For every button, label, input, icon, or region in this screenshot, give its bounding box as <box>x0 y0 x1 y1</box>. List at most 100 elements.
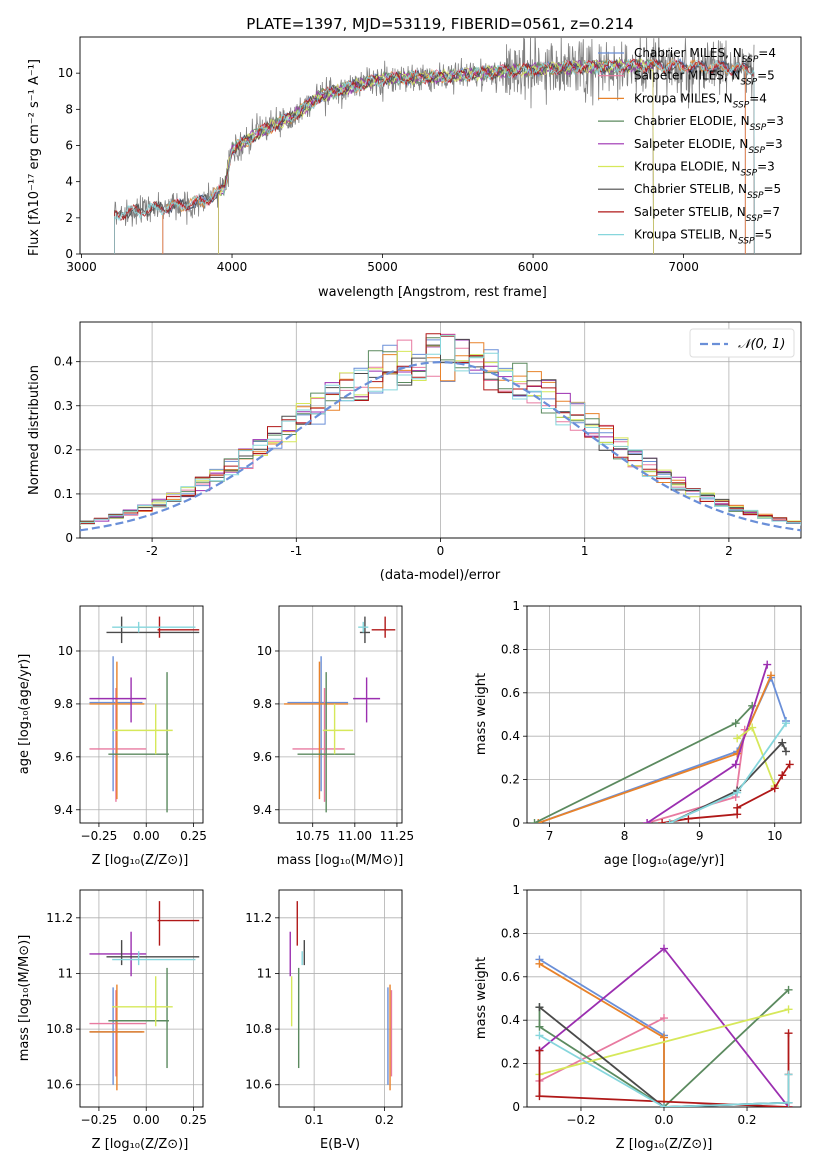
z-weight-series-kroupa-stelib <box>539 1034 790 1107</box>
z-age-ylabel: age [log₁₀(age/yr)] <box>17 654 32 775</box>
z-mass-errorbar-chabrier-stelib <box>106 940 200 966</box>
mass-age-errorbar-kroupa-elodie <box>322 703 354 755</box>
residuals-ytick-label: 0 <box>65 531 73 545</box>
mass-age-xtick-label: 11.00 <box>338 829 372 843</box>
age-weight-series-salpeter-stelib-marker <box>684 814 693 823</box>
age-weight-series-kroupa-elodie-marker <box>733 734 742 743</box>
spectrum-ytick-label: 2 <box>65 211 73 225</box>
figure-title: PLATE=1397, MJD=53119, FIBERID=0561, z=0… <box>246 15 633 33</box>
residuals-ylabel: Normed distribution <box>27 365 42 495</box>
age-weight-ytick-label: 0 <box>512 816 520 830</box>
z-mass-errorbar-kroupa-elodie <box>112 976 173 1027</box>
age-weight-series-chabrier-stelib <box>669 741 787 823</box>
z-age-xlabel: Z [log₁₀(Z/Z⊙)] <box>92 853 189 868</box>
z-weight-ylabel: mass weight <box>474 957 489 1039</box>
age-weight-ytick-label: 0.8 <box>501 642 520 656</box>
ebv-mass-ytick-label: 10.6 <box>245 1078 272 1092</box>
age-weight-series-chabrier-stelib-marker <box>781 747 790 756</box>
z-mass-ylabel: mass [log₁₀(M/M⊙)] <box>17 935 32 1062</box>
age-weight-series-salpeter-elodie-marker <box>731 760 740 769</box>
mass-age-errorbar-chabrier-miles <box>287 656 349 792</box>
age-weight-series-chabrier-elodie-marker <box>530 819 539 823</box>
z-mass-panel: Z [log₁₀(Z/Z⊙)] mass [log₁₀(M/M⊙)] −0.25… <box>17 889 207 1152</box>
ebv-mass-ytick-label: 10.8 <box>245 1022 272 1036</box>
residuals-xtick-label: 2 <box>725 544 733 558</box>
residuals-ytick-label: 0.4 <box>54 355 73 369</box>
age-weight-series-chabrier-stelib-marker <box>778 738 787 747</box>
z-mass-errorbar-salpeter-stelib <box>157 901 200 946</box>
z-weight-ytick-label: 0.2 <box>501 1057 520 1071</box>
spectrum-panel: wavelength [Angstrom, rest frame] Flux [… <box>27 36 802 300</box>
z-age-errorbar-chabrier-stelib <box>106 616 200 644</box>
age-weight-series-kroupa-stelib-marker <box>781 719 790 728</box>
age-weight-series-salpeter-elodie-marker <box>643 819 652 823</box>
age-weight-xtick-label: 7 <box>546 829 554 843</box>
spectrum-ytick-label: 6 <box>65 139 73 153</box>
z-weight-series-kroupa-miles-marker <box>535 959 544 968</box>
age-weight-plot-area <box>530 660 794 823</box>
z-age-errorbar-kroupa-stelib <box>112 621 196 633</box>
age-weight-series-salpeter-stelib-marker <box>778 771 787 780</box>
z-weight-ytick-label: 0.6 <box>501 970 520 984</box>
normal-reference-curve <box>80 360 801 532</box>
z-mass-errorbar-kroupa-stelib <box>112 951 196 966</box>
spectrum-plot-area <box>114 37 755 254</box>
spectrum-xtick-label: 3000 <box>66 260 97 274</box>
z-mass-frame <box>79 889 204 1108</box>
z-weight-series-salpeter-miles-marker <box>660 1014 668 1023</box>
mass-age-frame <box>278 605 403 824</box>
age-weight-series-kroupa-elodie-marker <box>748 723 757 732</box>
z-weight-series-chabrier-stelib-marker <box>535 1003 544 1012</box>
z-mass-xtick-label: 0.25 <box>180 1113 207 1127</box>
residuals-legend-box <box>689 328 795 358</box>
residuals-xtick-label: 0 <box>437 544 445 558</box>
age-weight-xtick-label: 10 <box>767 829 782 843</box>
z-weight-series-salpeter-stelib-marker <box>535 1046 544 1055</box>
histogram-kroupa-stelib <box>80 335 801 525</box>
spectrum-xtick-label: 6000 <box>518 260 549 274</box>
mass-age-errorbar-chabrier-elodie <box>297 672 355 813</box>
z-weight-series-salpeter-stelib-marker <box>535 1092 544 1101</box>
z-weight-xlabel: Z [log₁₀(Z/Z⊙)] <box>616 1137 713 1152</box>
z-weight-ytick-label: 1 <box>512 883 520 897</box>
mass-age-xlabel: mass [log₁₀(M/M⊙)] <box>277 853 404 868</box>
histogram-salpeter-stelib <box>80 333 801 525</box>
z-weight-ytick-label: 0 <box>512 1100 520 1114</box>
mass-age-errorbar-kroupa-miles <box>284 661 349 800</box>
z-mass-ytick-label: 10.6 <box>46 1078 73 1092</box>
ebv-mass-xtick-label: 0.1 <box>305 1113 324 1127</box>
spectrum-xlabel: wavelength [Angstrom, rest frame] <box>318 285 547 300</box>
z-mass-xtick-label: −0.25 <box>81 1113 118 1127</box>
age-weight-series-salpeter-stelib-marker <box>658 819 667 823</box>
z-age-plot-area <box>89 616 200 813</box>
z-age-frame <box>79 605 204 824</box>
z-mass-plot-area <box>89 901 200 1091</box>
z-age-ytick-label: 10 <box>58 644 73 658</box>
mass-age-xtick-label: 11.25 <box>380 829 414 843</box>
mass-age-ytick-label: 9.6 <box>253 750 272 764</box>
z-weight-panel: Z [log₁₀(Z/Z⊙)] mass weight −0.2 0.0 0.2 0 0… <box>474 883 802 1152</box>
residuals-panel: (data-model)/error Normed distribution -… <box>27 321 802 583</box>
age-weight-panel: age [log₁₀(age/yr)] mass weight 7 8 9 10 0 0.… <box>474 599 802 868</box>
spectrum-frame <box>79 36 802 255</box>
mass-age-plot-area <box>284 616 396 813</box>
spectrum-xtick-label: 5000 <box>367 260 398 274</box>
z-weight-series-kroupa-stelib-marker <box>660 1103 668 1107</box>
age-weight-series-kroupa-stelib-marker <box>665 819 674 823</box>
model-spectrum-kroupa-stelib <box>114 58 755 254</box>
spectrum-ytick-label: 0 <box>65 247 73 261</box>
age-weight-series-kroupa-stelib-marker <box>733 788 742 797</box>
ebv-mass-ytick-label: 11 <box>257 966 272 980</box>
spectrum-ylabel: Flux [fλ10⁻¹⁷ erg cm⁻² s⁻¹ A⁻¹] <box>27 59 42 256</box>
residuals-xtick-label: 1 <box>581 544 589 558</box>
z-age-ytick-label: 9.4 <box>54 803 73 817</box>
mass-age-errorbar-salpeter-elodie <box>353 677 381 723</box>
age-weight-xtick-label: 9 <box>696 829 704 843</box>
age-weight-ytick-label: 0.2 <box>501 773 520 787</box>
z-mass-errorbar-chabrier-elodie <box>108 967 169 1069</box>
z-weight-series-kroupa-stelib-marker <box>535 1031 544 1040</box>
z-age-xtick-label: −0.25 <box>81 829 118 843</box>
mass-age-ytick-label: 9.8 <box>253 697 272 711</box>
